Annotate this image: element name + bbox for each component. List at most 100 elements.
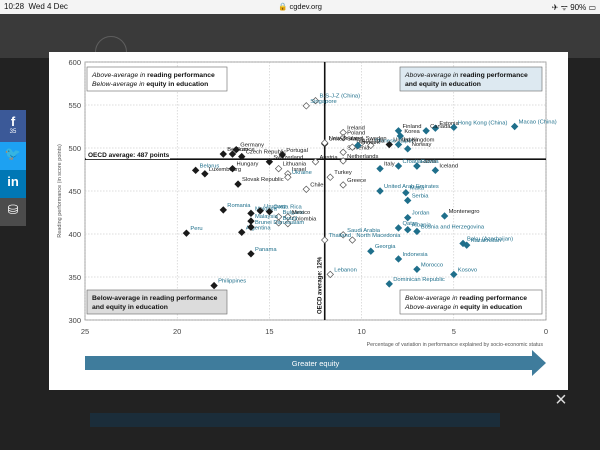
quadrant-top-left-text: Above-average in reading performance xyxy=(91,72,215,79)
data-point xyxy=(339,231,347,239)
close-icon[interactable]: × xyxy=(555,389,567,411)
y-tick-label: 400 xyxy=(68,230,81,239)
x-tick-label: 10 xyxy=(357,327,365,336)
y-tick-label: 350 xyxy=(68,273,81,282)
data-point xyxy=(182,229,191,237)
save-icon: ⛁ xyxy=(7,202,19,217)
url-bar[interactable]: 🔒 cgdev.org xyxy=(278,2,322,11)
point-label: Morocco xyxy=(421,262,443,268)
point-label: Israel xyxy=(292,167,306,173)
point-label: Bulgaria xyxy=(283,210,305,216)
point-label: Jordan xyxy=(412,211,430,217)
data-point xyxy=(376,164,384,173)
point-label: United Kingdom xyxy=(393,138,434,144)
x-tick-label: 15 xyxy=(265,327,273,336)
twitter-share-button[interactable]: 🐦 xyxy=(0,142,26,170)
y-tick-label: 450 xyxy=(68,187,81,196)
point-label: Kosovo xyxy=(458,267,477,273)
data-point xyxy=(339,133,347,142)
data-point xyxy=(191,166,200,175)
point-label: Serbia xyxy=(412,193,430,199)
point-label: Colombia xyxy=(292,217,317,223)
data-point xyxy=(311,158,320,166)
data-point xyxy=(376,187,384,195)
point-label: Poland xyxy=(347,131,365,137)
point-label: Montenegro xyxy=(449,209,480,215)
data-point xyxy=(404,196,412,205)
point-label: Estonia xyxy=(439,121,459,127)
background-chart-footer xyxy=(90,383,500,438)
quadrant-top-right-text: Above-average in reading performance xyxy=(404,72,528,79)
data-point xyxy=(385,140,393,149)
point-label: Lebanon xyxy=(334,267,357,273)
oecd-average-reading-label: OECD average: 487 points xyxy=(88,152,170,159)
point-label: B-S-J-Z (China) xyxy=(320,94,361,100)
y-tick-label: 600 xyxy=(68,58,81,67)
data-point xyxy=(265,158,274,166)
data-point xyxy=(311,97,320,105)
point-label: Finland xyxy=(402,124,421,130)
oecd-average-equity-label: OECD average: 12% xyxy=(318,256,324,314)
x-tick-label: 25 xyxy=(81,327,89,336)
point-label: Ukraine xyxy=(292,170,312,176)
data-point xyxy=(339,181,347,189)
data-point xyxy=(219,206,227,214)
point-label: Switzerland xyxy=(273,155,303,161)
point-label: Thailand xyxy=(329,233,351,239)
data-point xyxy=(440,212,449,220)
point-label: North Macedonia xyxy=(356,233,401,239)
data-point xyxy=(247,209,255,218)
data-point xyxy=(431,124,440,132)
x-tick-label: 0 xyxy=(544,327,548,336)
point-label: Baku (Azerbaijan) xyxy=(467,236,513,242)
linkedin-icon: in xyxy=(7,174,19,189)
data-point xyxy=(404,213,412,222)
x-axis-label: Percentage of variation in performance e… xyxy=(367,342,544,348)
data-point xyxy=(228,164,237,173)
point-label: Bosnia and Herzegovina xyxy=(421,224,485,230)
data-point xyxy=(321,236,329,244)
data-point xyxy=(463,241,471,249)
data-point xyxy=(348,143,357,151)
point-label: Qatar xyxy=(402,221,417,227)
facebook-icon: f xyxy=(10,114,16,129)
y-tick-label: 300 xyxy=(68,316,81,325)
data-point xyxy=(201,170,209,178)
linkedin-share-button[interactable]: in xyxy=(0,170,26,198)
point-label: Hong Kong (China) xyxy=(458,120,508,126)
facebook-share-button[interactable]: f 35 xyxy=(0,110,26,142)
data-point xyxy=(404,145,412,153)
data-point xyxy=(278,151,287,159)
data-point xyxy=(394,162,403,170)
data-point xyxy=(339,148,347,156)
data-point xyxy=(302,102,310,110)
save-button[interactable]: ⛁ xyxy=(0,198,26,226)
data-point xyxy=(385,280,393,288)
data-point xyxy=(274,219,283,227)
point-label: Romania xyxy=(227,203,251,209)
data-point xyxy=(348,236,357,244)
point-label: Georgia xyxy=(375,244,396,250)
y-tick-label: 500 xyxy=(68,144,81,153)
point-label: France xyxy=(237,147,255,153)
data-point xyxy=(210,281,218,290)
point-label: Costa Rica xyxy=(273,205,302,211)
point-label: Malaysia xyxy=(255,214,279,220)
point-label: Dominican Republic xyxy=(393,277,445,283)
ios-status-bar: 10:28 Wed 4 Dec 🔒 cgdev.org ✈ ᯤ 90% ▭ xyxy=(0,0,600,14)
data-point xyxy=(247,250,255,258)
x-tick-label: 5 xyxy=(452,327,456,336)
data-point xyxy=(396,132,405,140)
data-point xyxy=(422,127,430,135)
point-label: New Zealand xyxy=(329,136,363,142)
data-point xyxy=(234,180,242,188)
quadrant-top-left-box xyxy=(86,66,228,92)
data-point xyxy=(232,146,240,154)
data-point xyxy=(404,226,412,234)
point-label: Malta xyxy=(410,186,425,192)
oecd-average-label-bg xyxy=(86,151,170,160)
point-label: Italy xyxy=(384,162,395,168)
y-axis-label: Reading performance (in score points) xyxy=(57,144,63,238)
data-point xyxy=(326,173,334,181)
